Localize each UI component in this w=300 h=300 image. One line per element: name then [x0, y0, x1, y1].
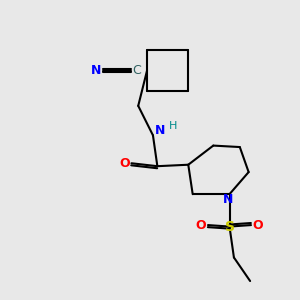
- Text: H: H: [169, 122, 177, 131]
- Text: N: N: [223, 193, 233, 206]
- Text: N: N: [155, 124, 166, 137]
- Text: O: O: [253, 219, 263, 232]
- Text: C: C: [132, 64, 140, 77]
- Text: O: O: [196, 219, 206, 232]
- Text: S: S: [224, 220, 235, 234]
- Text: O: O: [119, 157, 130, 170]
- Text: N: N: [91, 64, 102, 77]
